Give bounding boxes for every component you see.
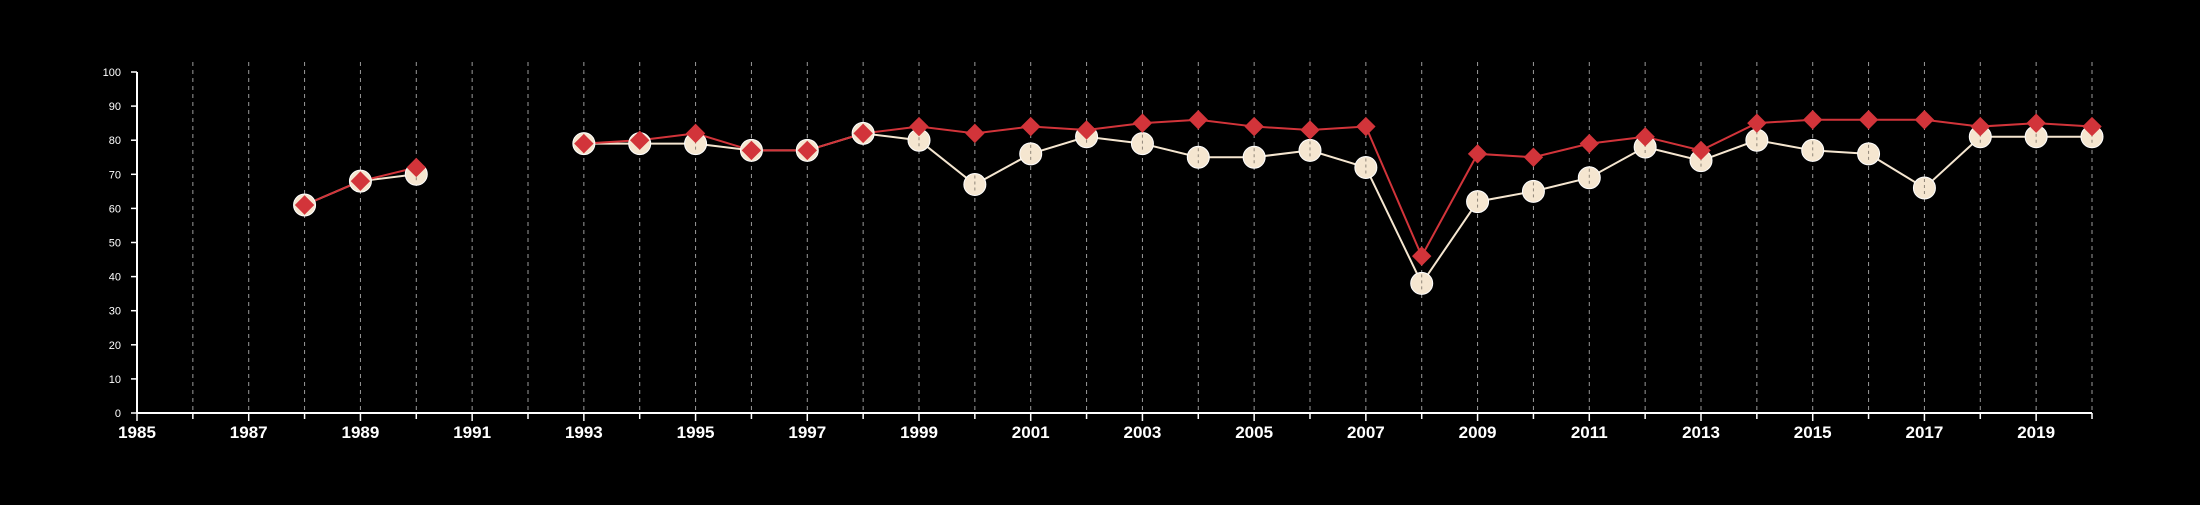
series-2-point	[1747, 113, 1767, 133]
y-tick-label: 40	[109, 272, 121, 284]
y-tick-label: 0	[115, 408, 121, 420]
y-tick-label: 80	[109, 135, 121, 147]
y-tick-label: 100	[103, 67, 121, 79]
series-2-point	[1132, 113, 1153, 133]
series-2-point	[965, 123, 985, 144]
y-tick-label: 20	[109, 340, 121, 352]
series-2-point	[1356, 116, 1376, 137]
x-tick-label: 2001	[1012, 423, 1050, 442]
series-2-point	[853, 123, 873, 144]
x-tick-label: 2017	[1906, 423, 1944, 442]
x-tick-label: 1987	[230, 423, 268, 442]
x-tick-label: 2003	[1124, 423, 1162, 442]
series-2-point	[1021, 116, 1041, 137]
series-2-point	[1914, 110, 1935, 130]
x-tick-label: 2013	[1682, 423, 1720, 442]
y-tick-label: 50	[109, 238, 121, 250]
series-2-point	[1076, 120, 1097, 140]
series-2-point	[1523, 147, 1544, 167]
x-tick-label: 1997	[788, 423, 826, 442]
series-2-point	[741, 140, 762, 161]
series-2-point	[797, 140, 817, 161]
x-tick-label: 2015	[1794, 423, 1832, 442]
x-tick-label: 1999	[900, 423, 938, 442]
series-2-point	[685, 123, 706, 144]
series-2-point	[1467, 144, 1488, 164]
series-2-point	[909, 116, 929, 137]
series-2-point	[1412, 246, 1432, 266]
series-2-point	[1970, 116, 1990, 137]
x-tick-label: 1993	[565, 423, 603, 442]
axis-layer: 0 10 20 30 40 50 60 70 80 90 100 1985 1987 1989 1991 19…	[103, 67, 2093, 442]
y-tick-label: 70	[109, 169, 121, 181]
series-2-point	[1300, 120, 1320, 140]
x-tick-label: 2007	[1347, 423, 1385, 442]
series-2-line	[583, 118, 2093, 259]
series-2-point	[294, 195, 315, 215]
series-2-point	[574, 133, 594, 154]
series-2-point	[1579, 133, 1599, 154]
series-2-point	[630, 130, 650, 150]
y-tick-label: 10	[109, 374, 121, 386]
y-tick-label: 30	[109, 306, 121, 318]
x-tick-label: 2019	[2017, 423, 2055, 442]
x-tick-label: 2011	[1571, 423, 1608, 442]
x-tick-label: 1989	[342, 423, 380, 442]
series-layer	[293, 110, 2104, 295]
series-2-point	[2026, 113, 2046, 133]
series-2-point	[1803, 110, 1823, 130]
y-tick-label: 60	[109, 203, 121, 215]
series-2-point	[406, 157, 426, 178]
series-2-point	[350, 171, 371, 191]
x-tick-label: 1995	[677, 423, 715, 442]
series-2-point	[1858, 110, 1879, 130]
series-2-point	[1635, 127, 1655, 147]
x-tick-label: 1985	[118, 423, 156, 442]
y-tick-label: 90	[109, 101, 121, 113]
x-tick-label: 1991	[453, 423, 491, 442]
x-tick-label: 2005	[1235, 423, 1273, 442]
series-2-point	[2082, 116, 2102, 137]
series-2-point	[1691, 140, 1711, 161]
series-2-point	[1244, 116, 1264, 137]
series-2-point	[1188, 110, 1208, 130]
x-tick-label: 2009	[1459, 423, 1497, 442]
